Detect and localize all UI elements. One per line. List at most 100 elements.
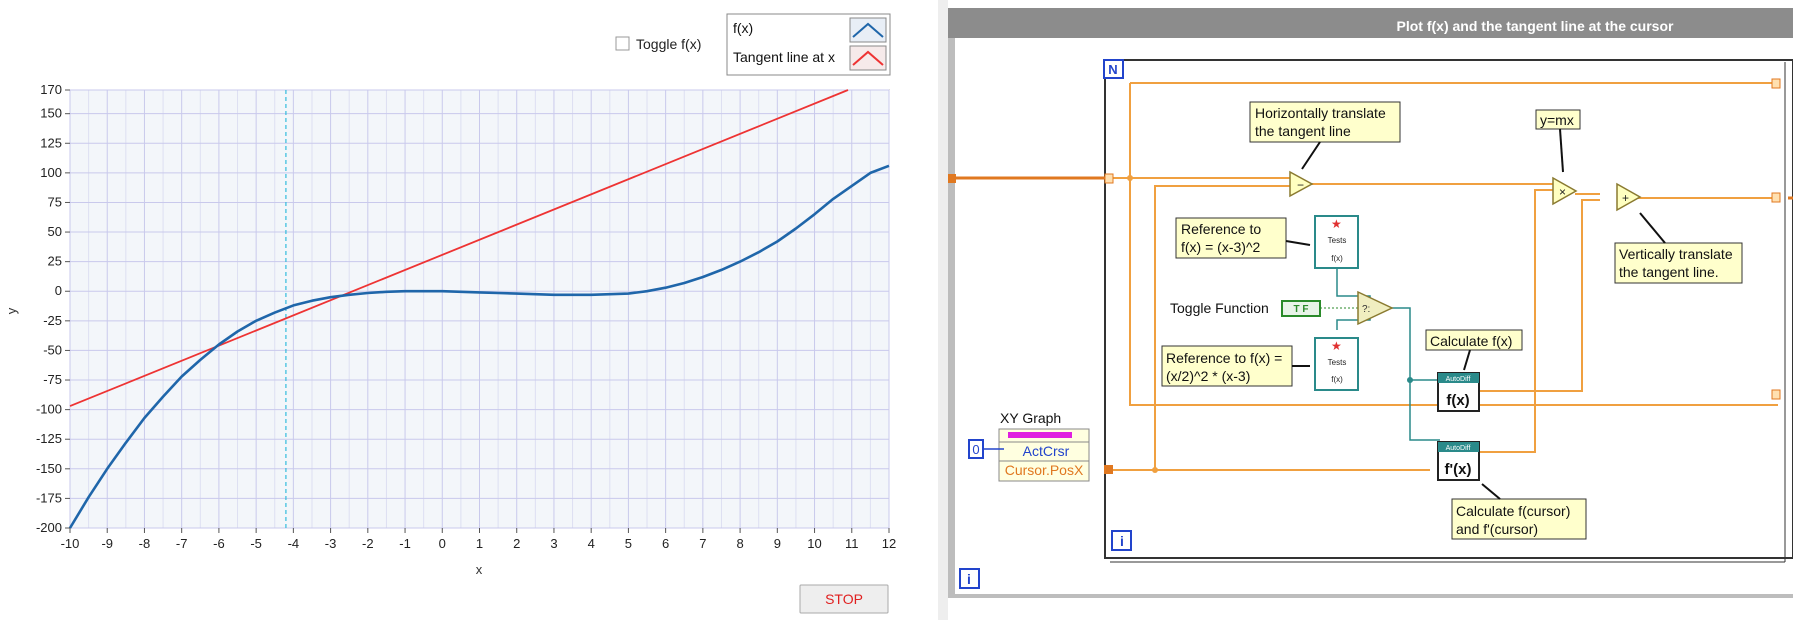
- legend-fx-swatch[interactable]: [849, 17, 887, 43]
- prop-cursor-posx[interactable]: Cursor.PosX: [1005, 462, 1084, 478]
- autodiff-fx-node[interactable]: AutoDiff f(x): [1437, 372, 1480, 412]
- vi-ref-1-star-icon: ★: [1331, 217, 1342, 231]
- x-tick-label: 10: [807, 536, 821, 551]
- while-iteration-label: i: [967, 571, 971, 587]
- svg-text:Calculate f(x): Calculate f(x): [1430, 333, 1512, 349]
- x-tick-label: -4: [288, 536, 300, 551]
- y-tick-label: -100: [36, 402, 62, 417]
- input-tunnel[interactable]: [948, 174, 956, 183]
- y-tick-label: 150: [40, 106, 62, 121]
- y-tick-label: 170: [40, 82, 62, 97]
- svg-text:Vertically translate: Vertically translate: [1619, 246, 1733, 262]
- select-node[interactable]: ?:: [1357, 290, 1394, 326]
- x-tick-label: -2: [362, 536, 374, 551]
- x-tick-label: 12: [882, 536, 896, 551]
- cursor-tunnel[interactable]: [1104, 465, 1113, 474]
- legend-tangent-swatch[interactable]: [849, 45, 887, 71]
- svg-text:(x/2)^2 * (x-3): (x/2)^2 * (x-3): [1166, 368, 1250, 384]
- note-calc-cursor: Calculate f(cursor) and f'(cursor): [1451, 498, 1587, 540]
- zero-constant-value: 0: [972, 442, 979, 457]
- output-tunnel[interactable]: [1771, 192, 1781, 203]
- y-tick-label: -175: [36, 490, 62, 505]
- add-node[interactable]: +: [1616, 182, 1642, 212]
- grid-lines: [69, 89, 890, 529]
- y-tick-label: 125: [40, 135, 62, 150]
- vi-ref-2-star-icon: ★: [1331, 339, 1342, 353]
- subtract-node[interactable]: −: [1289, 170, 1314, 198]
- legend-fx-label: f(x): [733, 20, 753, 36]
- front-panel: Toggle f(x) f(x) Tangent line at x -10 -9…: [4, 0, 948, 620]
- series-tangent-line: [69, 89, 849, 407]
- zero-constant[interactable]: 0: [968, 439, 984, 459]
- x-tick-label: 5: [625, 536, 632, 551]
- stop-button[interactable]: STOP: [799, 584, 889, 614]
- svg-text:Reference to: Reference to: [1181, 221, 1261, 237]
- loop-count-label: N: [1108, 62, 1117, 77]
- y-tick-label: 0: [55, 283, 62, 298]
- for-iteration-terminal[interactable]: [1111, 530, 1132, 551]
- svg-text:f(x) = (x-3)^2: f(x) = (x-3)^2: [1181, 239, 1261, 255]
- toggle-fx-checkbox[interactable]: [615, 36, 630, 51]
- vi-reference-1[interactable]: ★ Tests f(x): [1314, 215, 1359, 269]
- x-tick-label: 11: [845, 536, 859, 551]
- select-glyph: ?:: [1362, 304, 1370, 315]
- svg-text:Horizontally translate: Horizontally translate: [1255, 105, 1386, 121]
- axes: -10 -9 -8 -7 -6 -5 -4 -3 -2 -1 0 1 2 3 4 5 6 7 8 9 10 11 12-20…: [36, 82, 896, 551]
- y-tick-label: 100: [40, 165, 62, 180]
- x-tick-label: 2: [513, 536, 520, 551]
- prop-actcrsr[interactable]: ActCrsr: [1023, 443, 1070, 459]
- plot-legend[interactable]: f(x) Tangent line at x: [726, 13, 891, 76]
- svg-text:the tangent line.: the tangent line.: [1619, 264, 1719, 280]
- shift-register-top[interactable]: [1771, 78, 1781, 89]
- x-tick-label: 3: [550, 536, 557, 551]
- note-arrow: [1301, 141, 1321, 170]
- svg-text:the tangent line: the tangent line: [1255, 123, 1351, 139]
- note-arrow: [1481, 483, 1501, 500]
- xy-graph-property-node[interactable]: ActCrsr Cursor.PosX: [998, 428, 1090, 482]
- x-tick-label: -6: [213, 536, 225, 551]
- x-tick-label: -8: [139, 536, 151, 551]
- x-tick-label: 4: [588, 536, 595, 551]
- note-ref-2: Reference to f(x) = (x/2)^2 * (x-3): [1161, 345, 1293, 387]
- y-tick-label: -125: [36, 431, 62, 446]
- y-tick-label: 25: [48, 254, 62, 269]
- shift-register-bottom[interactable]: [1771, 389, 1781, 400]
- stop-button-label: STOP: [825, 591, 863, 607]
- x-tick-label: 6: [662, 536, 669, 551]
- multiply-node[interactable]: ×: [1552, 176, 1578, 206]
- note-ref-1: Reference to f(x) = (x-3)^2: [1175, 217, 1287, 259]
- x-tick-label: -9: [101, 536, 113, 551]
- orange-wires[interactable]: [1109, 82, 1778, 471]
- svg-text:y=mx: y=mx: [1540, 112, 1574, 128]
- loop-count-terminal[interactable]: [1103, 59, 1124, 79]
- x-tick-label: 8: [736, 536, 743, 551]
- legend-tangent-line-icon: [852, 50, 884, 66]
- block-diagram-title: Plot f(x) and the tangent line at the cu…: [1397, 18, 1674, 34]
- for-iteration-label: i: [1120, 533, 1124, 549]
- note-horizontal-translate: Horizontally translate the tangent line: [1249, 101, 1401, 143]
- toggle-fx-label: Toggle f(x): [636, 36, 701, 52]
- wire-junction: [1127, 175, 1133, 181]
- svg-text:Reference to f(x) =: Reference to f(x) =: [1166, 350, 1282, 366]
- tf-constant[interactable]: T F: [1281, 300, 1321, 317]
- x-tick-label: -3: [325, 536, 337, 551]
- legend-tangent-label: Tangent line at x: [733, 49, 835, 65]
- svg-text:and f'(cursor): and f'(cursor): [1456, 521, 1538, 537]
- toggle-function-label: Toggle Function: [1170, 300, 1269, 316]
- xy-graph-node-label: XY Graph: [1000, 410, 1061, 426]
- loop-input-tunnel[interactable]: [1104, 173, 1114, 184]
- subtract-glyph: −: [1297, 178, 1304, 192]
- vi-ref-1-fx: f(x): [1331, 254, 1343, 263]
- xy-graph[interactable]: -10 -9 -8 -7 -6 -5 -4 -3 -2 -1 0 1 2 3 4 5 6 7 8 9 10 11 12-20…: [36, 82, 896, 551]
- note-y-mx: y=mx: [1535, 109, 1581, 130]
- while-iteration-terminal[interactable]: [959, 568, 980, 589]
- y-tick-label: -50: [43, 342, 62, 357]
- x-tick-label: 0: [439, 536, 446, 551]
- y-axis-title: y: [4, 307, 19, 314]
- x-tick-label: 9: [774, 536, 781, 551]
- note-calc-fx: Calculate f(x): [1425, 329, 1523, 351]
- vi-reference-2[interactable]: ★ Tests f(x): [1314, 337, 1359, 391]
- note-arrow: [1559, 128, 1564, 173]
- autodiff-fpx-node[interactable]: AutoDiff f'(x): [1437, 441, 1480, 481]
- vi-ref-2-tests: Tests: [1328, 358, 1347, 367]
